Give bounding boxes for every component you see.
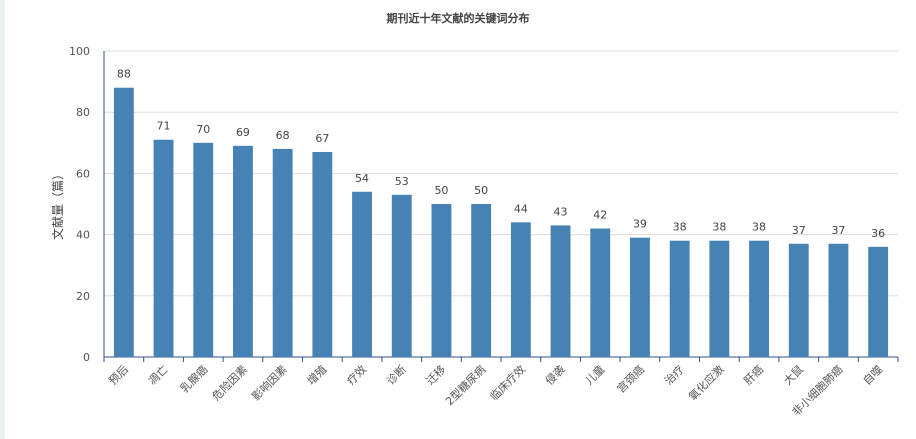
x-tick-label: 侵袭 [542,362,567,387]
x-tick-label: 自噬 [860,362,885,387]
x-tick-label: 诊断 [383,362,408,387]
data-label: 88 [117,68,131,81]
x-tick-label: 增殖 [304,362,329,387]
data-label: 53 [395,175,409,188]
bar [709,240,730,357]
x-tick-label: 2型糖尿病 [442,362,488,408]
bar [193,142,214,357]
bar [788,243,809,357]
y-tick-label: 40 [76,229,90,242]
y-tick-label: 100 [69,45,90,58]
x-tick-label: 大鼠 [780,362,805,387]
x-tick-label: 迁移 [424,363,449,388]
data-label: 36 [871,227,885,240]
data-label: 68 [276,129,290,142]
bar [749,240,769,357]
x-tick-label: 氧化应激 [685,362,726,403]
x-tick-label: 治疗 [661,362,686,387]
bar [272,148,293,357]
data-label: 42 [593,208,607,221]
chart-title: 期刊近十年文献的关键词分布 [386,12,530,25]
bar [669,240,690,357]
x-tick-label: 影响因素 [249,363,289,403]
y-tick-label: 80 [76,106,90,119]
bar [431,204,452,357]
bar [312,151,333,357]
bar [233,145,253,357]
data-label: 43 [554,205,568,218]
bar [510,222,531,357]
bar [550,225,571,357]
bar [630,237,650,357]
x-tick-label: 预后 [106,363,131,388]
data-label: 54 [355,172,369,185]
data-label: 44 [514,202,528,215]
data-label: 37 [792,224,806,237]
bar [352,191,372,357]
x-tick-label: 宫颈癌 [614,362,647,395]
y-tick-label: 20 [76,290,90,303]
data-label: 50 [474,184,488,197]
data-label: 38 [673,221,687,234]
y-tick-label: 0 [83,351,90,364]
bar [868,246,889,357]
bar [113,87,134,357]
bar [828,243,849,357]
x-tick-label: 凋亡 [145,362,170,387]
bar [471,204,492,357]
data-label: 70 [196,123,210,136]
x-tick-label: 疗效 [344,362,369,387]
x-tick-label: 临床疗效 [487,362,528,403]
data-label: 71 [157,120,171,133]
y-axis-label: 文献量（篇） [50,168,65,240]
bar [153,139,174,357]
data-label: 38 [752,221,766,234]
data-label: 39 [633,218,647,231]
data-label: 69 [236,126,250,139]
bar [391,194,412,357]
y-tick-label: 60 [76,167,90,180]
x-tick-label: 儿童 [582,362,607,387]
data-label: 37 [831,224,845,237]
x-tick-label: 乳腺癌 [177,362,210,395]
data-label: 67 [315,132,329,145]
data-label: 50 [434,184,448,197]
data-label: 38 [712,221,726,234]
bar [590,228,611,357]
left-panel-edge [0,0,5,439]
x-tick-label: 肝癌 [741,362,766,387]
x-tick-label: 危险因素 [209,362,250,403]
